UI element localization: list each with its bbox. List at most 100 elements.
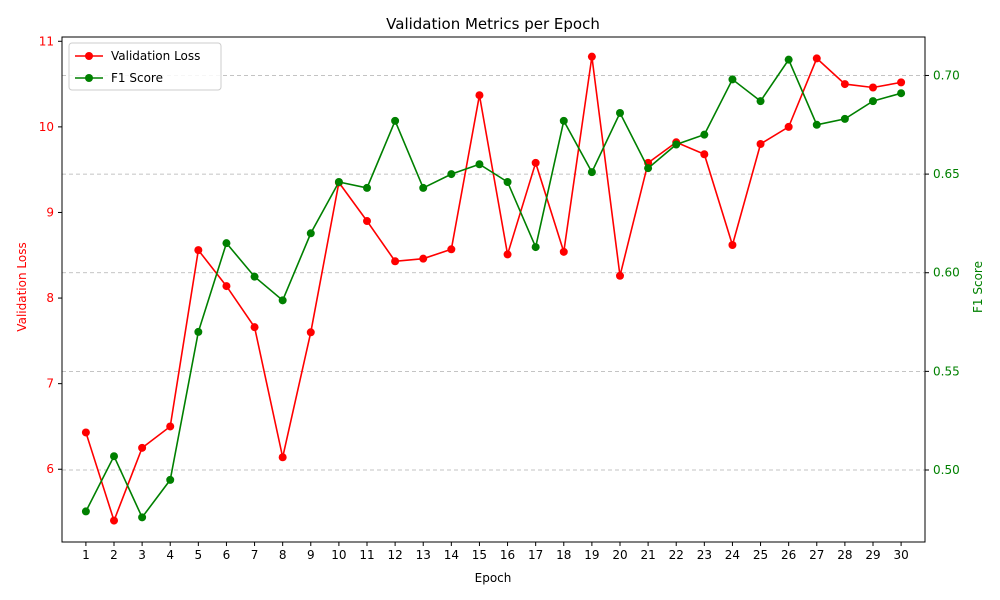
x-tick-label: 21 — [640, 548, 655, 562]
data-point — [700, 130, 709, 139]
data-point — [334, 177, 343, 186]
x-tick-label: 8 — [279, 548, 287, 562]
data-point — [531, 243, 540, 252]
data-point — [363, 183, 372, 192]
data-point — [110, 452, 119, 461]
legend-marker — [85, 52, 93, 60]
y-right-tick-label: 0.55 — [933, 364, 960, 378]
plot-frame — [61, 36, 926, 543]
data-point — [868, 83, 877, 92]
data-point — [363, 217, 372, 226]
data-point — [475, 160, 484, 169]
data-point — [756, 139, 765, 148]
x-tick-label: 5 — [195, 548, 203, 562]
data-point — [587, 52, 596, 61]
y-left-tick-label: 8 — [46, 291, 54, 305]
data-point — [278, 296, 287, 305]
data-point — [306, 229, 315, 238]
data-point — [503, 250, 512, 259]
data-point — [81, 507, 90, 516]
data-point — [138, 443, 147, 452]
data-point — [812, 120, 821, 129]
y-left-tick-label: 7 — [46, 377, 54, 391]
lines-layer — [81, 52, 906, 525]
y-right-tick-label: 0.50 — [933, 463, 960, 477]
data-point — [784, 55, 793, 64]
x-tick-label: 18 — [556, 548, 571, 562]
data-point — [447, 245, 456, 254]
y-left-tick-label: 9 — [46, 205, 54, 219]
y-left-axis-label: Validation Loss — [15, 242, 29, 331]
x-tick-label: 13 — [416, 548, 431, 562]
y-right-tick-label: 0.70 — [933, 68, 960, 82]
data-point — [419, 183, 428, 192]
legend-marker — [85, 74, 93, 82]
y-left-tick-label: 10 — [39, 120, 54, 134]
x-axis-label: Epoch — [475, 571, 512, 585]
x-tick-label: 1 — [82, 548, 90, 562]
x-tick-label: 20 — [612, 548, 627, 562]
legend: Validation Loss F1 Score — [68, 42, 222, 91]
x-tick-label: 19 — [584, 548, 599, 562]
x-tick-label: 25 — [753, 548, 768, 562]
legend-label: Validation Loss — [111, 49, 200, 63]
data-point — [672, 140, 681, 149]
x-tick-label: 12 — [387, 548, 402, 562]
y-left-tick-label: 6 — [46, 462, 54, 476]
x-tick-label: 10 — [331, 548, 346, 562]
x-tick-label: 27 — [809, 548, 824, 562]
grid-layer — [62, 75, 925, 471]
data-point — [868, 97, 877, 106]
axes-layer: 1 2 3 4 5 6 7 8 9 10 11 12 13 14 15 16 17 18 19 20 21 22 23 24 2… — [39, 34, 960, 562]
data-point — [391, 257, 400, 266]
y-right-axis-label: F1 Score — [971, 261, 985, 313]
data-point — [306, 328, 315, 337]
data-point — [475, 91, 484, 100]
data-point — [391, 116, 400, 125]
x-tick-label: 7 — [251, 548, 259, 562]
x-tick-label: 29 — [865, 548, 880, 562]
series-line-f1-score — [85, 58, 902, 519]
data-point — [250, 272, 259, 281]
data-point — [756, 97, 765, 106]
data-point — [194, 246, 203, 255]
x-tick-label: 28 — [837, 548, 852, 562]
x-tick-label: 3 — [138, 548, 146, 562]
data-point — [110, 516, 119, 525]
x-tick-label: 6 — [223, 548, 231, 562]
x-tick-label: 23 — [697, 548, 712, 562]
data-point — [700, 150, 709, 159]
data-point — [559, 247, 568, 256]
data-point — [138, 513, 147, 522]
data-point — [447, 170, 456, 179]
data-point — [559, 116, 568, 125]
data-point — [278, 453, 287, 462]
data-point — [644, 164, 653, 173]
x-tick-label: 14 — [444, 548, 459, 562]
x-tick-label: 30 — [893, 548, 908, 562]
data-point — [222, 239, 231, 248]
data-point — [222, 282, 231, 291]
chart-title: Validation Metrics per Epoch — [386, 15, 600, 33]
data-point — [615, 108, 624, 117]
y-left-tick-label: 11 — [39, 34, 54, 48]
x-tick-label: 11 — [359, 548, 374, 562]
x-tick-label: 26 — [781, 548, 796, 562]
y-right-tick-label: 0.60 — [933, 266, 960, 280]
data-point — [194, 327, 203, 336]
data-point — [897, 78, 906, 87]
x-tick-label: 15 — [472, 548, 487, 562]
data-point — [166, 422, 175, 431]
data-point — [615, 271, 624, 280]
data-point — [784, 122, 793, 131]
x-tick-label: 24 — [725, 548, 740, 562]
data-point — [840, 114, 849, 123]
data-point — [81, 428, 90, 437]
x-tick-label: 2 — [110, 548, 118, 562]
data-point — [503, 177, 512, 186]
data-point — [812, 54, 821, 63]
y-right-tick-label: 0.65 — [933, 167, 960, 181]
x-tick-label: 17 — [528, 548, 543, 562]
legend-box — [68, 42, 222, 91]
